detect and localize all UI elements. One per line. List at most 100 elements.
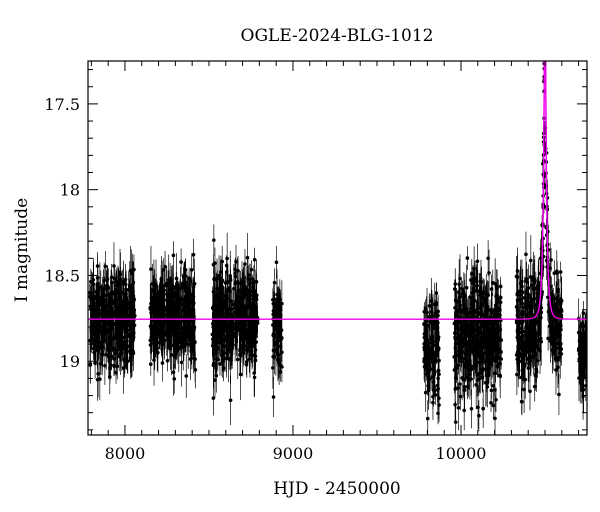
data-point	[242, 304, 246, 308]
data-point	[547, 312, 552, 317]
data-point	[189, 279, 193, 283]
data-point	[150, 282, 155, 286]
data-point	[113, 311, 118, 315]
data-point	[115, 333, 119, 337]
data-point	[452, 321, 457, 326]
data-point	[549, 296, 554, 301]
data-point	[212, 289, 216, 294]
data-point	[516, 334, 520, 338]
data-point	[483, 298, 487, 302]
data-point	[119, 351, 124, 355]
data-point	[232, 286, 236, 291]
data-point	[89, 297, 93, 302]
data-point	[457, 335, 461, 339]
data-point	[228, 398, 233, 403]
data-point	[211, 396, 216, 400]
data-point	[487, 271, 491, 275]
data-point	[109, 275, 114, 280]
data-point	[236, 269, 240, 273]
data-point	[276, 325, 280, 329]
data-point	[235, 357, 240, 362]
data-point	[248, 353, 252, 358]
data-point	[118, 304, 123, 308]
data-point	[170, 310, 175, 315]
data-point	[453, 376, 458, 380]
data-point	[171, 370, 176, 375]
data-point	[152, 285, 157, 290]
data-point	[115, 364, 120, 369]
data-point	[212, 238, 216, 242]
data-point	[226, 280, 230, 285]
data-point	[539, 305, 544, 310]
data-point	[526, 292, 531, 297]
data-point	[220, 279, 224, 284]
data-point	[234, 329, 239, 334]
data-point	[456, 405, 461, 410]
data-point	[165, 358, 170, 363]
data-point	[524, 276, 529, 281]
data-point	[88, 362, 93, 366]
data-point	[475, 259, 480, 264]
data-point	[191, 252, 196, 257]
data-point	[557, 392, 561, 397]
data-point	[92, 344, 97, 348]
data-point	[225, 256, 229, 261]
data-point	[163, 264, 167, 269]
data-point	[89, 279, 93, 284]
data-point	[486, 293, 491, 297]
data-point	[218, 299, 222, 303]
data-point	[558, 270, 563, 274]
data-point	[96, 311, 100, 316]
data-point	[434, 302, 438, 307]
data-point	[248, 281, 253, 285]
data-point	[129, 305, 133, 309]
data-point	[453, 331, 457, 335]
data-point	[95, 340, 100, 344]
data-point	[426, 383, 430, 388]
data-point	[499, 357, 503, 361]
data-point	[105, 287, 109, 291]
data-point	[476, 405, 480, 410]
data-point	[238, 354, 243, 358]
data-point	[178, 286, 183, 291]
data-point	[515, 357, 520, 362]
data-point	[433, 358, 438, 363]
data-point	[112, 336, 116, 341]
data-point	[117, 320, 121, 325]
data-point	[179, 360, 184, 365]
data-point	[553, 344, 557, 348]
data-point	[179, 260, 183, 264]
data-point	[423, 390, 428, 395]
model-curve-group	[88, 61, 587, 320]
data-point	[157, 299, 162, 304]
data-point	[93, 312, 97, 317]
data-point	[245, 255, 250, 260]
data-point	[246, 273, 251, 277]
data-point	[581, 311, 586, 315]
data-point	[495, 323, 500, 327]
data-point	[490, 311, 494, 315]
data-point	[191, 334, 196, 338]
data-point	[164, 283, 169, 288]
data-point	[98, 346, 103, 350]
data-point	[429, 367, 433, 371]
data-point	[576, 330, 581, 335]
data-point	[515, 328, 520, 332]
data-point	[458, 394, 463, 399]
data-point	[172, 377, 177, 381]
data-point	[238, 348, 242, 353]
data-point	[89, 331, 94, 336]
data-point	[117, 354, 122, 359]
data-point	[215, 286, 220, 291]
data-point	[103, 363, 107, 368]
data-point	[481, 406, 486, 411]
data-point	[435, 383, 440, 388]
data-point	[109, 354, 114, 359]
data-point	[275, 292, 279, 297]
data-point	[252, 375, 257, 380]
data-point	[425, 355, 430, 360]
data-point	[182, 322, 187, 327]
data-point	[251, 306, 255, 310]
data-point	[112, 364, 116, 369]
data-point	[148, 362, 153, 367]
